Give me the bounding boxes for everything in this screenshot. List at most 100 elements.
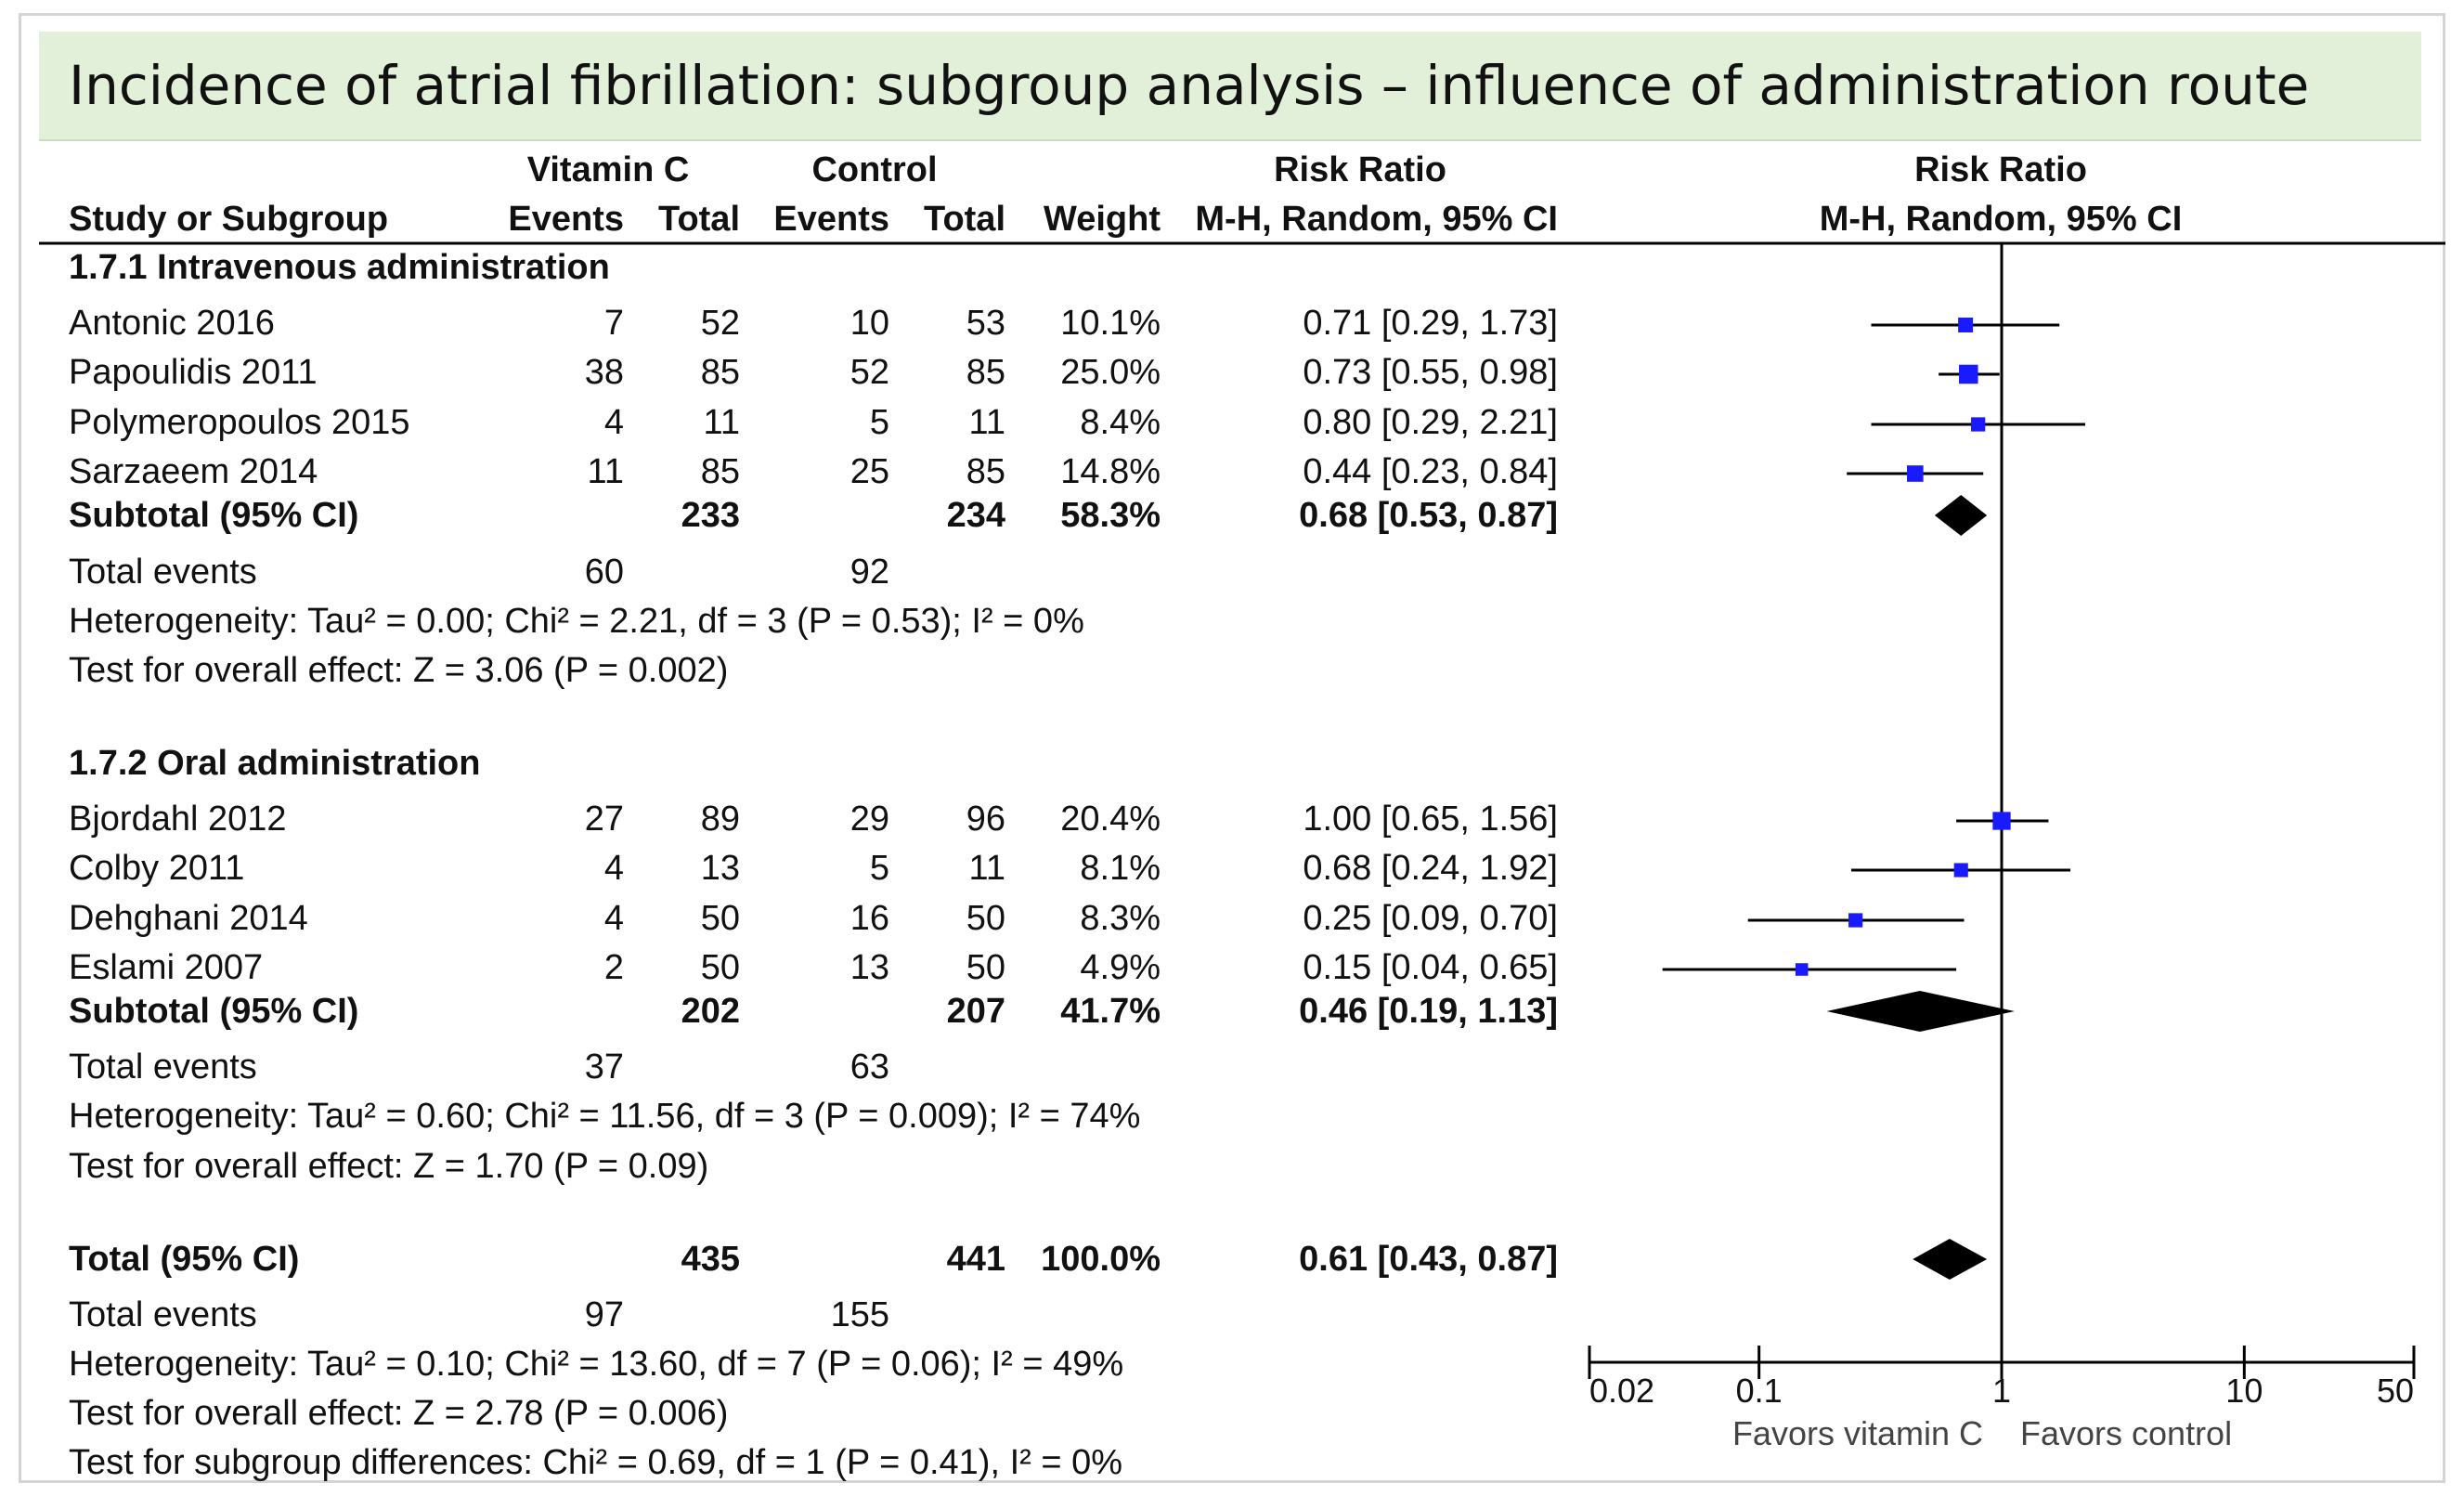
subtotal-weight: 58.3% xyxy=(1060,496,1161,535)
study-name: Papoulidis 2011 xyxy=(69,353,318,392)
subtotal-diamond xyxy=(1934,495,1988,536)
study-total-vitc: 11 xyxy=(704,403,740,442)
total-diamond xyxy=(1913,1239,1988,1280)
study-total-ctrl: 11 xyxy=(969,403,1005,442)
study-rr-text: 0.44 [0.23, 0.84] xyxy=(1303,452,1558,491)
study-events-vitc: 4 xyxy=(604,849,624,888)
study-effect-square xyxy=(1907,465,1924,482)
study-rr-text: 1.00 [0.65, 1.56] xyxy=(1303,800,1558,839)
study-rr-text: 0.80 [0.29, 2.21] xyxy=(1303,403,1558,442)
favors-vitamin-c-label: Favors vitamin C xyxy=(1732,1414,1983,1452)
subtotal-total-vitc: 202 xyxy=(681,992,740,1031)
study-total-ctrl: 96 xyxy=(966,800,1005,839)
study-total-ctrl: 85 xyxy=(966,353,1005,392)
study-events-ctrl: 16 xyxy=(850,899,889,938)
study-events-vitc: 4 xyxy=(604,899,624,938)
header-study: Study or Subgroup xyxy=(69,200,388,239)
study-rr-text: 0.25 [0.09, 0.70] xyxy=(1303,899,1558,938)
header-method: M-H, Random, 95% CI xyxy=(1195,200,1558,239)
total-total-ctrl: 441 xyxy=(947,1240,1005,1279)
study-total-vitc: 89 xyxy=(701,800,740,839)
study-events-ctrl: 5 xyxy=(870,403,889,442)
study-total-vitc: 13 xyxy=(701,849,740,888)
study-name: Eslami 2007 xyxy=(69,948,263,987)
study-events-ctrl: 52 xyxy=(850,353,889,392)
study-name: Antonic 2016 xyxy=(69,304,275,343)
header-total-ctrl: Total xyxy=(924,200,1005,239)
study-rr-text: 0.15 [0.04, 0.65] xyxy=(1303,948,1558,987)
total-events-label: Total events xyxy=(69,1295,257,1334)
study-rr-text: 0.68 [0.24, 1.92] xyxy=(1303,849,1558,888)
study-rr-text: 0.73 [0.55, 0.98] xyxy=(1303,353,1558,392)
subgroup-heterogeneity: Heterogeneity: Tau² = 0.00; Chi² = 2.21,… xyxy=(69,602,1084,641)
header-risk-ratio-plot: Risk Ratio xyxy=(1914,150,2087,189)
study-total-vitc: 85 xyxy=(701,353,740,392)
subtotal-total-ctrl: 234 xyxy=(947,496,1005,535)
header-events-ctrl: Events xyxy=(773,200,889,239)
header-method-plot: M-H, Random, 95% CI xyxy=(1820,200,2183,239)
subgroup-overall-effect: Test for overall effect: Z = 1.70 (P = 0… xyxy=(69,1147,708,1186)
study-events-ctrl: 5 xyxy=(870,849,889,888)
subgroup-title: 1.7.1 Intravenous administration xyxy=(69,248,610,287)
study-total-vitc: 52 xyxy=(701,304,740,343)
subgroup-events-label: Total events xyxy=(69,1047,257,1086)
study-effect-square xyxy=(1953,863,1968,878)
slide-title: Incidence of atrial fibrillation: subgro… xyxy=(69,54,2310,117)
subgroup-events-ctrl: 92 xyxy=(850,553,889,592)
subtotal-label: Subtotal (95% CI) xyxy=(69,992,358,1031)
total-events-ctrl: 155 xyxy=(831,1295,889,1334)
study-name: Dehghani 2014 xyxy=(69,899,308,938)
subgroup-differences: Test for subgroup differences: Chi² = 0.… xyxy=(69,1443,1122,1482)
subgroup-events-vitc: 60 xyxy=(585,553,624,592)
header-vitamin-c: Vitamin C xyxy=(527,150,690,189)
header-weight: Weight xyxy=(1044,200,1161,239)
study-effect-square xyxy=(1959,364,1978,384)
study-weight: 14.8% xyxy=(1060,452,1161,491)
study-total-vitc: 85 xyxy=(701,452,740,491)
title-bar: Incidence of atrial fibrillation: subgro… xyxy=(39,32,2421,141)
study-effect-square xyxy=(1795,963,1809,976)
subgroup-events-vitc: 37 xyxy=(585,1047,624,1086)
study-weight: 25.0% xyxy=(1060,353,1161,392)
study-weight: 8.4% xyxy=(1080,403,1161,442)
study-total-ctrl: 50 xyxy=(966,899,1005,938)
study-weight: 10.1% xyxy=(1060,304,1161,343)
subtotal-rr-text: 0.68 [0.53, 0.87] xyxy=(1299,496,1558,535)
study-effect-square xyxy=(1992,812,2011,830)
study-effect-square xyxy=(1971,417,1986,432)
study-name: Bjordahl 2012 xyxy=(69,800,287,839)
study-name: Sarzaeem 2014 xyxy=(69,452,318,491)
subgroup-title: 1.7.2 Oral administration xyxy=(69,744,480,783)
subgroup-events-label: Total events xyxy=(69,553,257,592)
subtotal-total-vitc: 233 xyxy=(681,496,740,535)
x-axis-tick-label: 1 xyxy=(1992,1372,2011,1410)
study-rr-text: 0.71 [0.29, 1.73] xyxy=(1303,304,1558,343)
subtotal-weight: 41.7% xyxy=(1060,992,1161,1031)
subtotal-label: Subtotal (95% CI) xyxy=(69,496,358,535)
study-events-ctrl: 29 xyxy=(850,800,889,839)
header-risk-ratio: Risk Ratio xyxy=(1274,150,1446,189)
header-total-vitc: Total xyxy=(658,200,740,239)
subtotal-total-ctrl: 207 xyxy=(947,992,1005,1031)
study-weight: 20.4% xyxy=(1060,800,1161,839)
study-name: Colby 2011 xyxy=(69,849,244,888)
total-overall-effect: Test for overall effect: Z = 2.78 (P = 0… xyxy=(69,1394,728,1433)
study-total-vitc: 50 xyxy=(701,899,740,938)
study-events-ctrl: 10 xyxy=(850,304,889,343)
study-events-vitc: 11 xyxy=(588,452,624,491)
header-control: Control xyxy=(811,150,937,189)
study-total-ctrl: 11 xyxy=(969,849,1005,888)
total-label: Total (95% CI) xyxy=(69,1240,299,1279)
study-events-ctrl: 25 xyxy=(850,452,889,491)
total-total-vitc: 435 xyxy=(681,1240,740,1279)
subgroup-events-ctrl: 63 xyxy=(850,1047,889,1086)
total-heterogeneity: Heterogeneity: Tau² = 0.10; Chi² = 13.60… xyxy=(69,1345,1123,1384)
study-events-vitc: 38 xyxy=(585,353,624,392)
study-events-vitc: 2 xyxy=(604,948,624,987)
study-total-ctrl: 50 xyxy=(966,948,1005,987)
x-axis-tick-label: 10 xyxy=(2225,1372,2263,1410)
study-name: Polymeropoulos 2015 xyxy=(69,403,410,442)
study-effect-square xyxy=(1958,318,1974,332)
study-events-ctrl: 13 xyxy=(850,948,889,987)
